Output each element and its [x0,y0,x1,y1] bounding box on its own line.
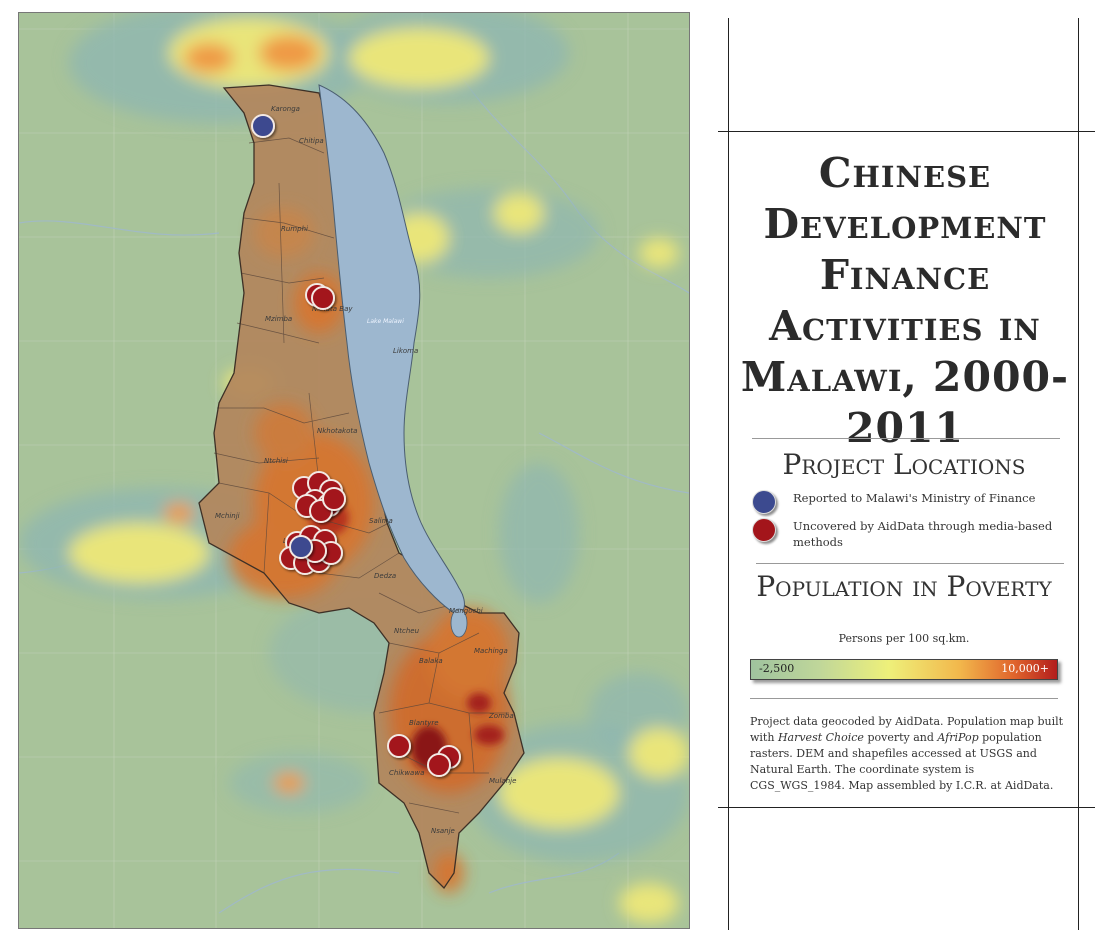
map-title: Chinese Development Finance Activities i… [740,149,1070,452]
label-dedza: Dedza [374,572,396,580]
panel-rule-left [728,18,729,930]
credits-text-3: population rasters. DEM and shapefiles a… [750,731,1054,792]
label-nsanje: Nsanje [431,827,455,835]
label-ntchisi: Ntchisi [264,457,288,465]
label-chikwawa: Chikwawa [389,769,424,777]
project-markers [251,114,461,777]
project-marker-media[interactable] [311,286,335,310]
label-balaka: Balaka [419,657,443,665]
project-marker-media[interactable] [322,487,346,511]
project-marker-media[interactable] [427,753,451,777]
population-poverty-units: Persons per 100 sq.km. [838,632,970,645]
label-nkhata-bay: Nkhata Bay [312,305,353,313]
label-zomba: Zomba [488,712,514,720]
label-salima: Salima [369,517,393,525]
label-mzimba: Mzimba [265,315,292,323]
label-blantyre: Blantyre [409,719,439,727]
label-nkhotakota: Nkhotakota [317,427,357,435]
separator-1 [752,438,1060,439]
legend-media-label: Uncovered by AidData through media-based… [793,519,1053,549]
ramp-min-label: -2,500 [759,662,795,675]
label-mchinji: Mchinji [215,512,240,520]
label-lake-malawi: Lake Malawi [367,318,404,325]
label-mulanje: Mulanje [489,777,516,785]
credits-afripop: AfriPop [937,731,979,744]
label-likoma: Likoma [393,347,418,355]
label-chitipa: Chitipa [299,137,324,145]
label-rumphi: Rumphi [281,225,308,233]
project-marker-ministry[interactable] [289,535,313,559]
credits-harvest-choice: Harvest Choice [777,731,864,744]
panel-rule-right [1078,18,1079,930]
label-machinga: Machinga [474,647,508,655]
panel-rule-top [718,131,1095,132]
label-ntcheu: Ntcheu [394,627,420,635]
lake-malawi [318,84,465,615]
map-svg: Karonga Chitipa Rumphi Mzimba Nkhata Bay… [19,13,689,928]
population-poverty-heading: Population in Poverty [756,570,1052,603]
poverty-color-ramp: -2,500 10,000+ [750,659,1058,680]
separator-2 [756,563,1064,564]
map-credits: Project data geocoded by AidData. Popula… [750,714,1068,794]
red-marker-icon [752,518,776,542]
blue-marker-icon [752,490,776,514]
lake-malombe [450,608,468,638]
ramp-max-label: 10,000+ [1001,662,1049,675]
label-karonga: Karonga [271,105,300,113]
legend-ministry-label: Reported to Malawi's Ministry of Finance [793,491,1036,505]
project-marker-ministry[interactable] [251,114,275,138]
separator-3 [750,698,1058,699]
project-locations-heading: Project Locations [782,448,1026,481]
legend-ministry-of-finance: Reported to Malawi's Ministry of Finance [752,490,1072,514]
project-marker-media[interactable] [387,734,411,758]
map-panel[interactable]: Karonga Chitipa Rumphi Mzimba Nkhata Bay… [18,12,690,929]
legend-media-based: Uncovered by AidData through media-based… [752,518,1072,550]
panel-rule-bottom [718,807,1095,808]
place-labels: Karonga Chitipa Rumphi Mzimba Nkhata Bay… [215,105,516,835]
credits-text-2: poverty and [863,731,938,744]
label-mangochi: Mangochi [449,607,483,615]
credits-text-1: Project data geocoded by AidData. Popula… [750,715,1064,744]
